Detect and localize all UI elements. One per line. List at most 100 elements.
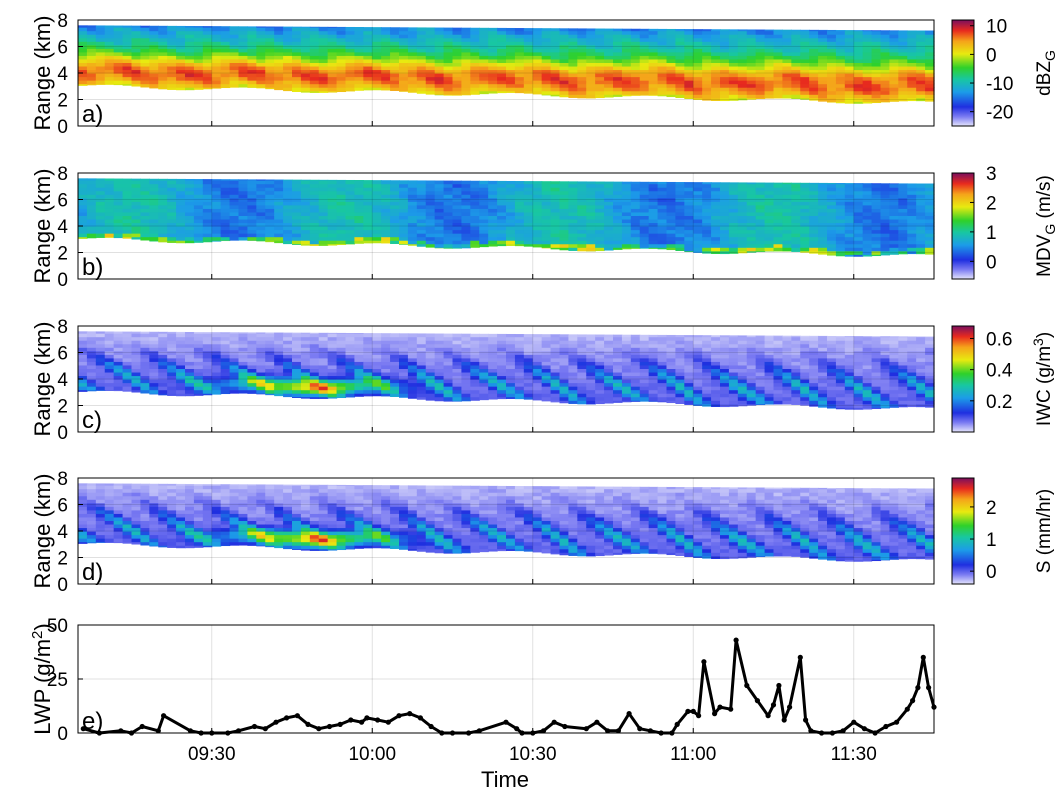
heat-cell [104, 187, 115, 192]
heat-cell [595, 62, 605, 67]
heat-cell [470, 343, 480, 348]
heat-cell [818, 204, 828, 209]
heat-cell [238, 187, 249, 192]
heat-cell [684, 247, 694, 252]
heat-cell [122, 208, 133, 213]
heat-cell [497, 65, 507, 71]
heat-cell [755, 233, 766, 238]
heat-cell [809, 197, 819, 202]
heat-cell [122, 83, 133, 86]
heat-cell [78, 371, 88, 377]
heat-cell [193, 354, 204, 359]
heat-cell [309, 357, 320, 362]
heat-cell [140, 361, 150, 366]
heat-cell [889, 240, 899, 245]
heat-cell [407, 229, 418, 234]
heat-cell [309, 375, 320, 380]
heat-cell [568, 247, 578, 251]
heat-cell [532, 233, 543, 238]
heat-cell [292, 65, 302, 71]
heat-cell [586, 94, 596, 99]
heat-cell [693, 94, 703, 99]
heat-cell [416, 333, 427, 338]
heat-cell [684, 87, 694, 92]
heat-cell [176, 183, 186, 188]
heat-cell [122, 379, 133, 384]
heat-cell [871, 194, 882, 199]
heat-cell [916, 48, 926, 53]
heat-cell [497, 229, 507, 234]
heat-cell [479, 368, 489, 373]
heat-cell [300, 393, 311, 398]
heat-cell [113, 389, 124, 392]
heat-cell [639, 94, 650, 96]
heat-cell [595, 94, 605, 99]
heat-cell [497, 218, 507, 224]
heat-cell [434, 190, 445, 195]
heat-cell [372, 80, 382, 85]
heat-cell [247, 30, 257, 35]
heat-cell [675, 197, 685, 202]
heat-cell [835, 211, 846, 216]
heat-cell [586, 218, 596, 224]
heat-cell [568, 73, 578, 78]
heat-cell [354, 361, 364, 366]
heat-cell [300, 229, 311, 234]
heat-cell [514, 41, 525, 46]
heat-cell [95, 58, 106, 63]
heat-cell [202, 62, 213, 67]
heat-cell [131, 229, 142, 234]
heat-cell [577, 183, 587, 188]
heat-cell [746, 97, 757, 100]
heat-cell [229, 180, 240, 185]
heat-cell [327, 375, 338, 380]
heat-cell [381, 208, 391, 213]
heat-cell [131, 343, 142, 348]
heat-cell [595, 90, 605, 95]
heat-cell [247, 386, 257, 391]
heat-cell [586, 215, 596, 220]
heat-cell [648, 65, 659, 71]
heat-cell [461, 65, 471, 71]
heat-cell [479, 69, 489, 74]
heat-cell [238, 215, 249, 220]
heat-cell [292, 34, 302, 39]
heat-cell [907, 187, 917, 192]
heat-cell [577, 233, 587, 238]
heat-cell [238, 190, 249, 195]
heat-cell [907, 218, 917, 224]
heat-cell [827, 65, 837, 71]
heat-cell [577, 30, 587, 35]
heat-cell [925, 30, 935, 32]
heat-cell [309, 51, 320, 56]
heat-cell [399, 215, 409, 220]
heat-cell [488, 41, 498, 46]
heat-cell [202, 183, 213, 188]
heat-cell [95, 364, 106, 369]
heat-cell [746, 73, 757, 78]
heat-cell [853, 94, 864, 99]
heat-cell [390, 41, 400, 46]
heat-cell [461, 357, 471, 362]
heat-cell [309, 90, 320, 93]
heat-cell [327, 73, 338, 78]
heat-cell [176, 333, 186, 338]
heat-cell [675, 76, 685, 81]
heat-cell [407, 27, 418, 32]
heat-cell [720, 55, 730, 60]
heat-cell [853, 58, 864, 63]
heat-cell [470, 62, 480, 67]
heat-cell [586, 243, 596, 248]
heat-cell [880, 190, 891, 195]
heat-cell [86, 236, 97, 239]
heat-cell [844, 58, 855, 63]
heat-cell [300, 34, 311, 39]
heat-cell [149, 208, 159, 213]
heat-cell [523, 183, 534, 188]
heat-cell [889, 65, 899, 71]
heat-cell [720, 222, 730, 227]
heat-cell [648, 80, 659, 85]
heat-cell [577, 343, 587, 348]
heat-cell [327, 240, 338, 245]
heat-cell [256, 80, 266, 85]
